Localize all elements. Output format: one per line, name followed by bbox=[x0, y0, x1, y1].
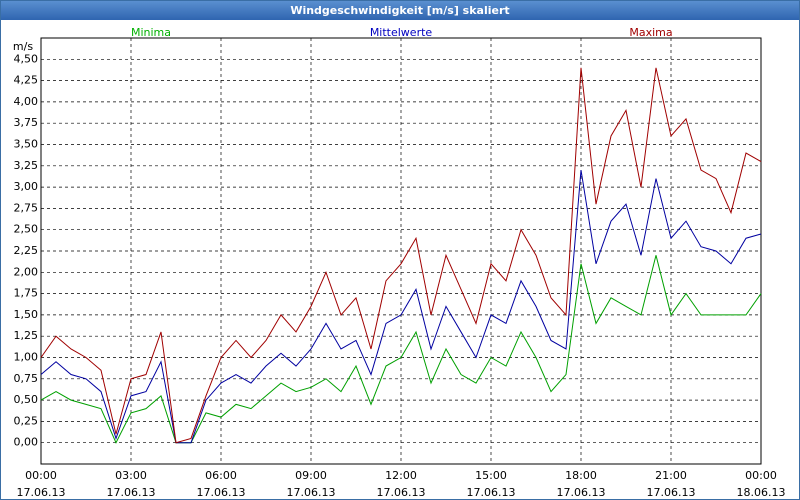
y-tick-label: 1,75 bbox=[14, 287, 39, 300]
data-line bbox=[40, 255, 762, 444]
x-tick-label: 06:00 17.06.13 bbox=[196, 469, 246, 499]
y-tick-label: 1,00 bbox=[14, 351, 39, 364]
y-tick-label: 3,25 bbox=[14, 159, 39, 172]
y-tick-label: 2,25 bbox=[14, 244, 39, 257]
x-tick-label: 00:00 17.06.13 bbox=[16, 469, 66, 499]
title-bar: Windgeschwindigkeit [m/s] skaliert bbox=[1, 1, 799, 20]
y-tick-label: 4,50 bbox=[14, 52, 39, 65]
y-tick-label: 4,25 bbox=[14, 74, 39, 87]
y-tick-label: 3,75 bbox=[14, 116, 39, 129]
x-tick-label: 12:00 17.06.13 bbox=[376, 469, 426, 499]
y-tick-label: 2,00 bbox=[14, 265, 39, 278]
data-line bbox=[40, 67, 762, 444]
y-tick-label: 0,50 bbox=[14, 393, 39, 406]
legend-entry: Mittelwerte bbox=[370, 26, 433, 39]
y-tick-label: 0,75 bbox=[14, 372, 39, 385]
x-tick-label: 15:00 17.06.13 bbox=[466, 469, 516, 499]
y-tick-label: 1,25 bbox=[14, 329, 39, 342]
y-tick-label: 3,00 bbox=[14, 180, 39, 193]
y-tick-label: 0,25 bbox=[14, 414, 39, 427]
legend-entry: Minima bbox=[131, 26, 171, 39]
y-tick-label: 4,00 bbox=[14, 95, 39, 108]
y-tick-label: 3,50 bbox=[14, 138, 39, 151]
y-tick-label: 2,75 bbox=[14, 201, 39, 214]
x-tick-label: 03:00 17.06.13 bbox=[106, 469, 156, 499]
x-tick-label: 00:00 18.06.13 bbox=[736, 469, 786, 499]
y-tick-label: 0,00 bbox=[14, 436, 39, 449]
y-tick-label: 1,50 bbox=[14, 308, 39, 321]
data-line bbox=[40, 169, 762, 444]
x-tick-label: 21:00 17.06.13 bbox=[646, 469, 696, 499]
y-tick-label: 2,50 bbox=[14, 223, 39, 236]
y-axis-label: m/s bbox=[13, 40, 33, 53]
legend-entry: Maxima bbox=[629, 26, 672, 39]
x-tick-label: 09:00 17.06.13 bbox=[286, 469, 336, 499]
x-tick-label: 18:00 17.06.13 bbox=[556, 469, 606, 499]
